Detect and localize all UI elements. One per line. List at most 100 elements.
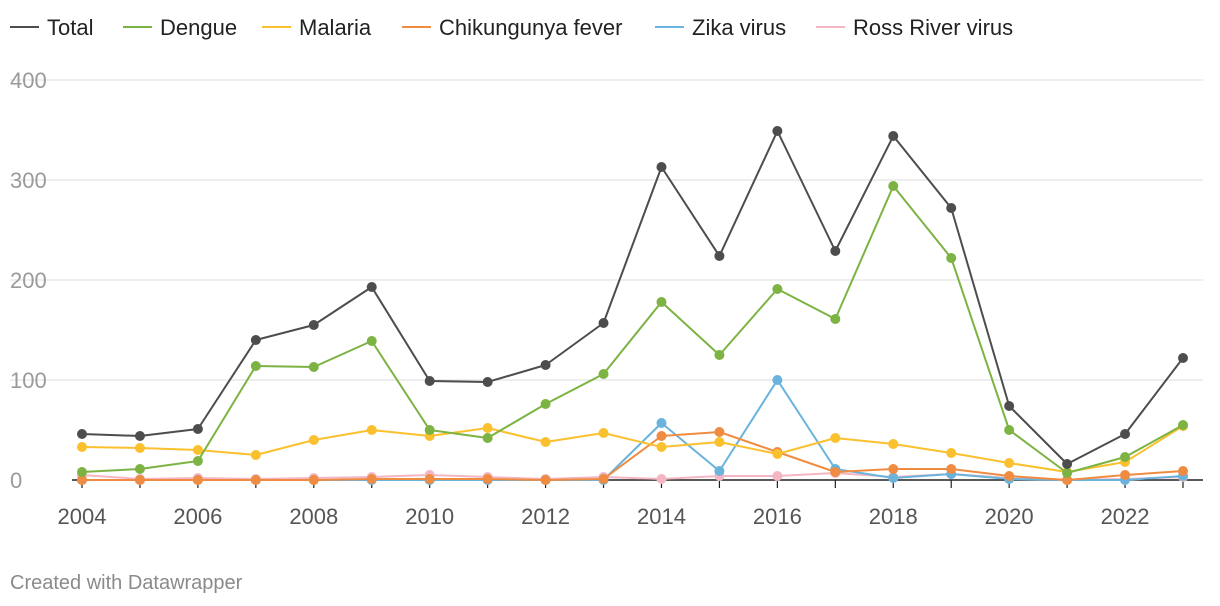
data-point-dengue [77,467,87,477]
data-point-dengue [1120,452,1131,462]
data-point-dengue [366,336,377,346]
series-lines [77,126,1188,485]
data-point-dengue [250,361,261,371]
data-point-total [134,431,145,441]
data-point-dengue [598,369,609,379]
x-tick-label: 2004 [58,504,107,529]
series-line-chikungunya-fever [82,431,1184,481]
data-point-chikungunya-fever [830,467,841,477]
data-point-malaria [250,450,261,460]
data-point-malaria [77,442,87,452]
data-point-malaria [192,445,203,455]
data-point-malaria [598,428,609,438]
x-tick-label: 2008 [289,504,338,529]
data-point-total [772,126,783,136]
data-point-dengue [308,362,319,372]
data-point-total [77,429,87,439]
data-point-total [424,376,435,386]
x-tick-label: 2022 [1101,504,1150,529]
series-total [77,126,1188,469]
data-point-dengue [1178,420,1188,430]
data-point-chikungunya-fever [1120,470,1131,480]
data-point-total [1062,459,1073,469]
data-point-total [366,282,377,292]
data-point-total [830,246,841,256]
legend-label: Dengue [160,15,237,40]
data-point-total [192,424,203,434]
data-point-chikungunya-fever [192,475,203,485]
y-tick-label: 200 [10,268,47,293]
data-point-dengue [1004,425,1015,435]
legend-label: Ross River virus [853,15,1013,40]
x-tick-label: 2010 [405,504,454,529]
data-point-total [250,335,261,345]
credit-text: Created with Datawrapper [10,572,243,594]
x-axis: 2004 2006 2008 2010 2012 2014 2016 2018 2020 2022 [58,479,1203,529]
data-point-malaria [946,448,957,458]
data-point-dengue [482,433,493,443]
y-tick-label: 300 [10,168,47,193]
y-axis-ticks: 0 100 200 300 400 [10,68,47,493]
legend-label: Total [47,15,93,40]
data-point-ross-river-virus [656,474,667,484]
data-point-malaria [482,423,493,433]
data-point-total [540,360,551,370]
data-point-chikungunya-fever [250,475,261,485]
data-point-malaria [656,442,667,452]
data-point-chikungunya-fever [308,475,319,485]
data-point-total [598,318,609,328]
data-point-dengue [830,314,841,324]
data-point-chikungunya-fever [134,475,145,485]
x-tick-label: 2018 [869,504,918,529]
data-point-total [1004,401,1015,411]
x-tick-label: 2014 [637,504,686,529]
data-point-total [482,377,493,387]
data-point-malaria [134,443,145,453]
legend: Total Dengue Malaria Chikungunya fever Zika … [10,15,1013,40]
data-point-malaria [1004,458,1015,468]
data-point-zika-virus [888,473,899,483]
x-tick-label: 2016 [753,504,802,529]
data-point-chikungunya-fever [888,464,899,474]
data-point-malaria [888,439,899,449]
data-point-dengue [134,464,145,474]
legend-item-malaria: Malaria [262,15,372,40]
data-point-zika-virus [772,375,783,385]
data-point-dengue [656,297,667,307]
data-point-chikungunya-fever [714,427,725,437]
y-tick-label: 100 [10,368,47,393]
data-point-total [656,162,667,172]
data-point-total [888,131,899,141]
data-point-zika-virus [714,466,725,476]
series-malaria [77,421,1188,477]
data-point-chikungunya-fever [1062,475,1073,485]
data-point-dengue [192,456,203,466]
data-point-chikungunya-fever [77,475,87,485]
legend-item-zika-virus: Zika virus [655,15,786,40]
data-point-chikungunya-fever [1178,466,1188,476]
data-point-chikungunya-fever [540,475,551,485]
data-point-total [946,203,957,213]
series-dengue [77,181,1188,478]
x-tick-label: 2012 [521,504,570,529]
data-point-dengue [946,253,957,263]
data-point-total [714,251,725,261]
data-point-chikungunya-fever [366,474,377,484]
x-tick-label: 2020 [985,504,1034,529]
data-point-total [1120,429,1131,439]
data-point-malaria [714,437,725,447]
data-point-chikungunya-fever [656,431,667,441]
y-tick-label: 400 [10,68,47,93]
legend-item-ross-river-virus: Ross River virus [816,15,1013,40]
series-line-malaria [81,425,1184,473]
data-point-malaria [830,433,841,443]
data-point-dengue [714,350,725,360]
x-tick-label: 2006 [173,504,222,529]
data-point-dengue [540,399,551,409]
legend-label: Chikungunya fever [439,15,622,40]
legend-item-chikungunya-fever: Chikungunya fever [402,15,622,40]
series-zika-virus [77,375,1188,485]
data-point-chikungunya-fever [424,474,435,484]
data-point-chikungunya-fever [946,464,957,474]
